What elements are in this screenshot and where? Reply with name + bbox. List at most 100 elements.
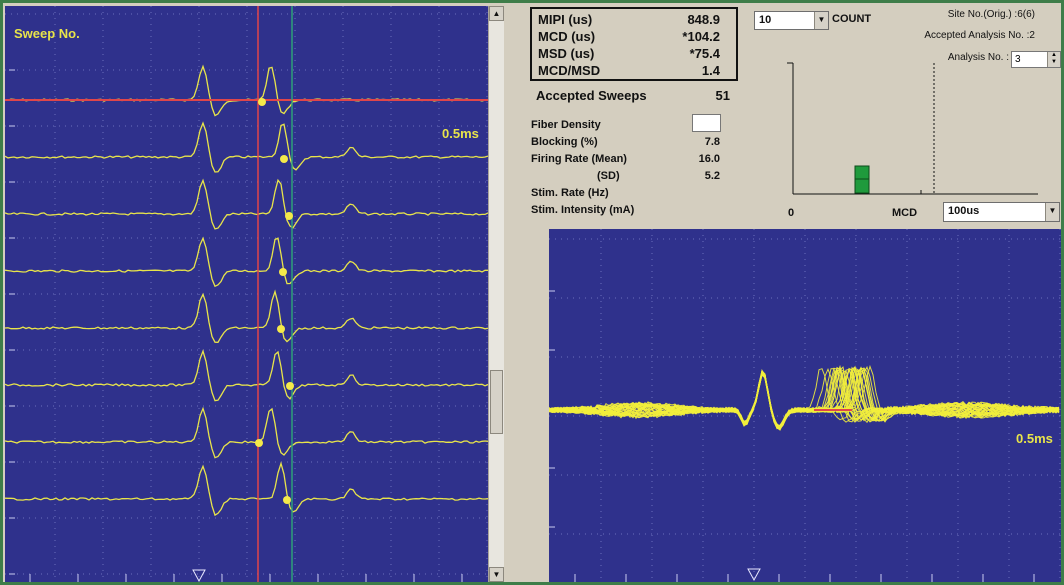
param-label: Firing Rate (Mean) [531,153,627,165]
superimposed-trace [549,366,1060,430]
superimposed-trace [549,365,1060,426]
superimposed-traces-canvas [549,229,1061,582]
grid [549,229,1061,582]
bin-width-select[interactable]: 100us ▼ [943,202,1060,222]
spinner-arrows-icon[interactable]: ▲ ▼ [1047,52,1060,67]
superimposed-trace [549,366,1060,429]
param-label: Fiber Density [531,119,601,131]
jitter-stats-box: MIPI (us) 848.9 MCD (us) *104.2 MSD (us)… [530,7,738,81]
superimposed-trace [549,369,1060,429]
left-time-marker: 0.5ms [442,126,479,141]
analysis-no-label: Analysis No. : [947,52,1009,63]
sweep-trace [5,121,488,173]
stat-value: *75.4 [689,46,720,61]
superimposed-trace [549,368,1060,429]
analysis-no-spinner[interactable]: 3 ▲ ▼ [1011,51,1061,68]
peak-marker [283,496,291,504]
peak-marker [285,212,293,220]
param-stim-rate: Stim. Rate (Hz) [531,187,741,201]
superimposed-trace [549,368,1060,429]
stat-label: MIPI (us) [538,12,593,27]
superimposed-trace [549,366,1060,431]
stat-msd: MSD (us) *75.4 [538,46,734,63]
superimposed-trace [549,366,1060,429]
scrollbar-thumb[interactable] [490,370,503,434]
peak-marker [258,98,266,106]
superimposed-trace [549,367,1060,430]
fiber-density-field[interactable] [692,114,721,132]
grid [5,6,488,582]
stat-label: MCD (us) [538,29,596,44]
peak-marker [280,155,288,163]
superimposed-trace [549,367,1060,430]
sweep-trace [5,178,488,230]
accepted-sweeps: Accepted Sweeps 51 [531,88,741,105]
superimposed-trace [549,364,1060,428]
superimposed-trace [549,368,1060,430]
param-label: (SD) [597,170,620,182]
stat-label: MCD/MSD [538,63,601,78]
sweep-no-label: Sweep No. [14,26,80,41]
param-fiber-density: Fiber Density [531,119,741,133]
sweep-trace [5,461,488,517]
param-label: Blocking (%) [531,136,598,148]
histogram-x-start: 0 [788,207,795,219]
superimposed-trace-display[interactable]: 0.5ms [549,229,1061,582]
sweep-trace-display[interactable]: Sweep No. 0.5ms [5,6,488,582]
sweep-trace [5,349,488,402]
stat-mcd-msd: MCD/MSD 1.4 [538,63,734,80]
count-select-value: 10 [759,14,772,26]
superimposed-trace [549,365,1060,430]
trigger-marker-icon [192,569,206,582]
param-blocking: Blocking (%) 7.8 [531,136,741,150]
param-stim-intensity: Stim. Intensity (mA) [531,204,741,218]
peak-marker [255,439,263,447]
superimposed-trace [549,368,1060,431]
peak-marker [277,325,285,333]
count-select[interactable]: 10 ▼ [754,11,829,30]
param-value: 7.8 [704,136,720,148]
stat-mipi: MIPI (us) 848.9 [538,12,734,29]
scroll-down-icon[interactable]: ▼ [489,567,504,582]
superimposed-trace [549,367,1060,431]
chevron-down-icon[interactable]: ▼ [814,12,828,29]
stat-mcd: MCD (us) *104.2 [538,29,734,46]
sfemg-window: Sweep No. 0.5ms ▲ ▼ MIPI (us) 848.9 MCD … [3,3,1061,582]
sweep-traces-canvas [5,6,488,582]
param-value: 16.0 [698,153,720,165]
superimposed-trace [549,368,1060,430]
scroll-up-icon[interactable]: ▲ [489,6,504,21]
param-value: 5.2 [704,170,720,182]
chevron-down-icon[interactable]: ▼ [1045,203,1059,221]
sweep-trace [5,236,488,288]
stat-value: *104.2 [682,29,720,44]
superimposed-trace [549,367,1060,429]
accepted-sweeps-value: 51 [715,88,730,103]
histogram-x-label: MCD [892,207,918,219]
bin-width-value: 100us [948,205,980,217]
sweep-trace [5,406,488,459]
stat-value: 848.9 [687,12,720,27]
param-firing-rate-sd: (SD) 5.2 [531,170,741,184]
superimposed-trace [549,367,1060,429]
superimposed-trace [549,369,1060,427]
superimposed-trace [549,367,1060,430]
peak-marker [279,268,287,276]
param-firing-rate-mean: Firing Rate (Mean) 16.0 [531,153,741,167]
superimposed-trace [549,368,1060,429]
analysis-no-value: 3 [1015,54,1021,65]
param-label: Stim. Rate (Hz) [531,187,609,199]
superimposed-trace [549,367,1060,429]
superimposed-trace [549,368,1060,429]
sweep-scrollbar[interactable]: ▲ ▼ [488,6,504,582]
sweep-trace [5,289,488,343]
count-label: COUNT [832,13,872,25]
stat-value: 1.4 [701,63,720,78]
param-label: Stim. Intensity (mA) [531,204,635,216]
right-time-marker: 0.5ms [1016,431,1053,446]
superimposed-trace [549,369,1060,427]
stat-label: MSD (us) [538,46,595,61]
site-no-text: Site No.(Orig.) :6(6) [947,9,1035,20]
peak-marker [286,382,294,390]
superimposed-trace [549,369,1060,429]
